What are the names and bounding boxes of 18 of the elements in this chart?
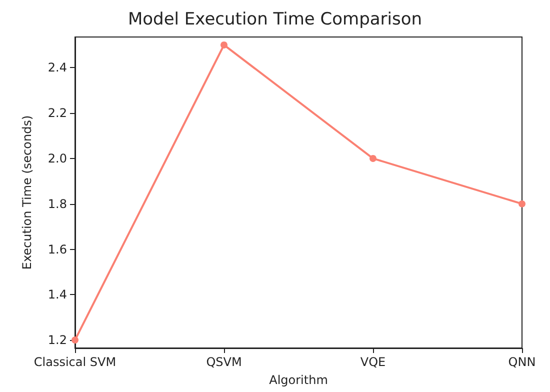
y-tick-label: 2.4 [48,60,67,75]
x-tick-label: Classical SVM [34,355,116,369]
y-tick-label: 1.4 [48,288,67,302]
y-tick-label: 2.2 [48,106,67,120]
y-tick-label: 2.0 [48,151,67,166]
y-tick-label: 1.2 [48,333,67,348]
point [220,41,228,48]
y-axis-title: Execution Time (seconds) [20,115,34,270]
point [370,154,376,162]
chart-title: Model Execution Time Comparison [128,10,422,30]
x-axis-title: Algorithm [269,373,328,387]
x-tick-label: VQE [360,355,386,369]
x-tick-label: QSVM [206,355,242,369]
point [518,200,526,208]
y-tick-label: 1.8 [48,196,67,211]
x-tick-label: QNN [508,355,536,369]
point [72,336,78,344]
y-tick-label: 1.6 [48,242,67,256]
